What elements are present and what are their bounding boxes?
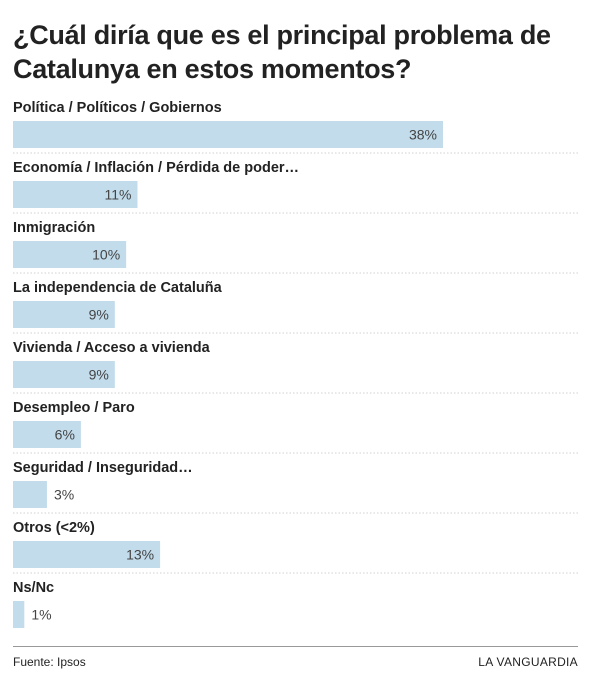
bar	[13, 601, 25, 628]
value-label: 13%	[126, 547, 154, 563]
value-label: 1%	[31, 607, 51, 623]
bar	[13, 181, 138, 208]
category-label: Seguridad / Inseguridad…	[13, 460, 193, 476]
category-label: Otros (<2%)	[13, 520, 95, 536]
category-label: Vivienda / Acceso a vivienda	[13, 340, 211, 356]
category-label: Ns/Nc	[13, 580, 54, 596]
footer: Fuente: Ipsos LA VANGUARDIA	[13, 646, 578, 669]
bar	[13, 421, 81, 448]
bar	[13, 541, 161, 568]
chart-title: ¿Cuál diría que es el principal problema…	[13, 20, 551, 84]
value-label: 10%	[92, 247, 120, 263]
bar	[13, 241, 127, 268]
bar	[13, 301, 115, 328]
value-label: 6%	[55, 427, 75, 443]
bar	[13, 121, 443, 148]
category-label: Economía / Inflación / Pérdida de poder…	[13, 160, 299, 176]
value-label: 3%	[54, 487, 74, 503]
source-label: Fuente: Ipsos	[13, 655, 86, 669]
category-label: Política / Políticos / Gobiernos	[13, 100, 222, 116]
category-label: Desempleo / Paro	[13, 400, 135, 416]
bar-chart: Política / Políticos / Gobiernos 38% Econo…	[13, 100, 578, 628]
bar	[13, 361, 115, 388]
category-label: La independencia de Cataluña	[13, 280, 223, 296]
value-label: 11%	[104, 187, 131, 203]
value-label: 9%	[89, 307, 109, 323]
value-label: 9%	[89, 367, 109, 383]
bar	[13, 481, 47, 508]
brand-label: LA VANGUARDIA	[478, 655, 578, 669]
category-label: Inmigración	[13, 220, 95, 236]
value-label: 38%	[409, 127, 437, 143]
